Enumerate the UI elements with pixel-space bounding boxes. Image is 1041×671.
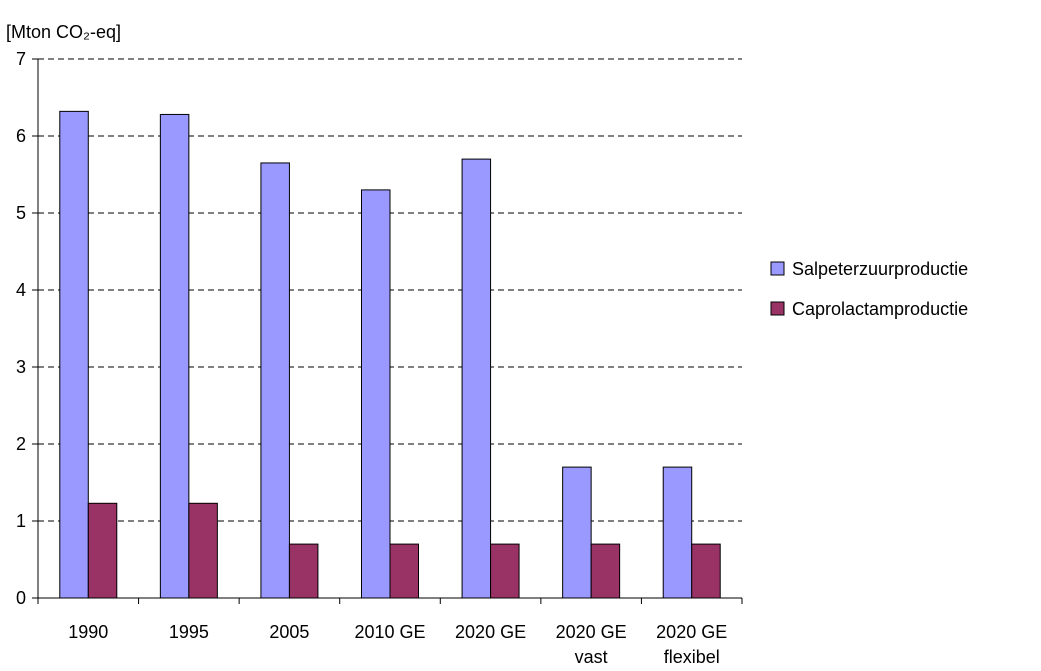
- bar: [188, 502, 218, 599]
- y-tick-label: 2: [16, 434, 26, 454]
- legend-swatch: [770, 301, 785, 316]
- y-axis-label: [Mton CO₂-eq]: [6, 22, 121, 42]
- x-tick-label: 1990: [68, 622, 108, 642]
- bar: [389, 543, 419, 599]
- bar: [288, 543, 319, 599]
- legend-label: Caprolactamproductie: [792, 299, 968, 319]
- y-tick-label: 5: [16, 203, 26, 223]
- legend-swatch: [770, 261, 785, 276]
- bar: [461, 158, 492, 599]
- x-tick-label: 1995: [169, 622, 209, 642]
- x-tick-label: 2020 GE flexibel: [656, 622, 727, 667]
- x-tick-label: 2005: [269, 622, 309, 642]
- bar: [590, 543, 621, 599]
- x-tick-label: 2020 GE vast: [556, 622, 627, 667]
- y-tick-label: 4: [16, 280, 26, 300]
- bar: [159, 113, 190, 599]
- bar: [87, 502, 118, 599]
- y-tick-label: 7: [16, 49, 26, 69]
- x-tick-label: 2010 GE: [354, 622, 425, 642]
- y-tick-label: 0: [16, 588, 26, 608]
- x-tick-label: 2020 GE: [455, 622, 526, 642]
- bar: [662, 466, 693, 599]
- legend-label: Salpeterzuurproductie: [792, 259, 968, 279]
- bar: [562, 466, 592, 599]
- y-tick-label: 3: [16, 357, 26, 377]
- bar: [361, 189, 391, 599]
- y-tick-label: 1: [16, 511, 26, 531]
- bar: [260, 162, 290, 599]
- bar: [691, 543, 721, 599]
- y-tick-label: 6: [16, 126, 26, 146]
- bar: [490, 543, 520, 599]
- bar: [59, 110, 89, 599]
